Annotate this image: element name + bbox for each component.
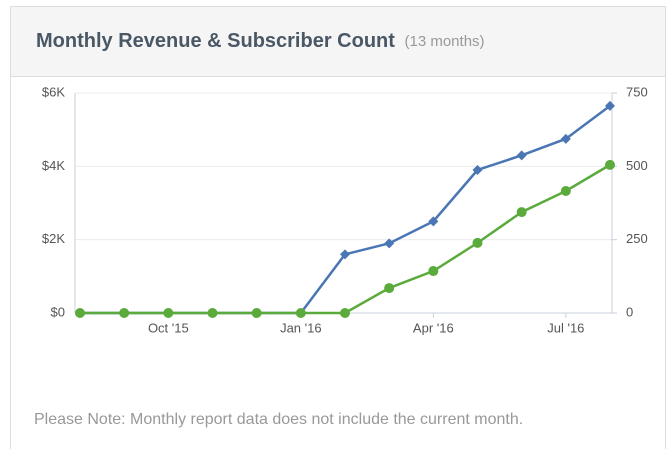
- y-tick-label: $2K: [42, 231, 65, 246]
- point: [560, 185, 571, 196]
- x-tick-label: Jan '16: [280, 320, 322, 335]
- y-tick-label: $4K: [42, 158, 65, 173]
- point: [207, 308, 218, 318]
- plot: $0 $2K $4K $6K 0 250 500 750 Oct '15 Jan '16 Apr '…: [42, 84, 648, 335]
- y2-tick-label: 750: [626, 84, 648, 99]
- point: [472, 237, 483, 248]
- point: [384, 238, 395, 249]
- point: [75, 308, 85, 318]
- point: [119, 308, 130, 318]
- point: [251, 308, 262, 318]
- card: [10, 6, 666, 454]
- point: [516, 150, 527, 161]
- y2-tick-label: 250: [626, 231, 648, 246]
- y2-tick-label: 0: [626, 304, 633, 319]
- title-text: Monthly Revenue & Subscriber Count: [36, 30, 395, 52]
- point: [295, 308, 306, 318]
- x-tick-label: Apr '16: [413, 320, 454, 335]
- point: [428, 216, 439, 227]
- point: [384, 283, 395, 294]
- y2-tick-label: 500: [626, 158, 648, 173]
- subtitle: (13 months): [405, 33, 485, 50]
- point: [340, 308, 350, 318]
- point: [428, 266, 439, 277]
- point: [340, 249, 350, 260]
- y-tick-label: $0: [51, 304, 65, 319]
- point: [605, 100, 615, 111]
- chart-title: Monthly Revenue & Subscriber Count (13 m…: [36, 30, 485, 52]
- point: [163, 308, 174, 318]
- point: [516, 207, 527, 218]
- point: [472, 165, 483, 175]
- point: [560, 133, 571, 144]
- card-header: [11, 7, 665, 76]
- point: [605, 159, 615, 170]
- x-tick-label: Jul '16: [547, 320, 584, 335]
- x-tick-label: Oct '15: [148, 320, 189, 335]
- note: Please Note: Monthly report data does no…: [34, 411, 523, 428]
- y-tick-label: $6K: [42, 84, 65, 99]
